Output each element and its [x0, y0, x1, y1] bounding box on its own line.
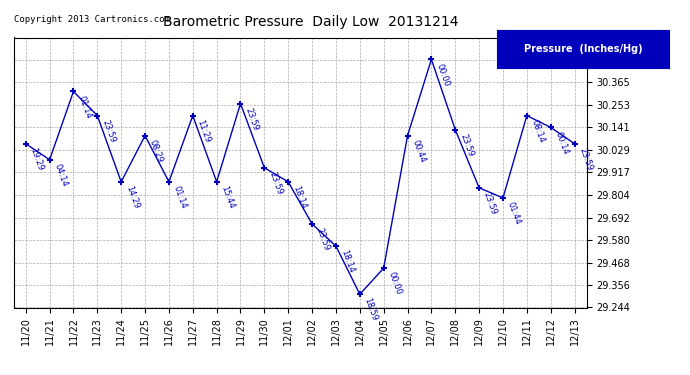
- Text: 11:29: 11:29: [195, 118, 212, 144]
- Text: 23:59: 23:59: [578, 147, 594, 172]
- Text: 23:59: 23:59: [482, 190, 498, 216]
- Text: 19:29: 19:29: [28, 147, 45, 172]
- Text: 14:29: 14:29: [124, 184, 141, 210]
- Text: 00:00: 00:00: [386, 271, 403, 296]
- Text: Pressure  (Inches/Hg): Pressure (Inches/Hg): [524, 44, 642, 54]
- Text: 01:14: 01:14: [76, 94, 93, 120]
- Text: 23:59: 23:59: [458, 132, 475, 158]
- Text: 01:14: 01:14: [172, 184, 188, 210]
- Text: 23:59: 23:59: [100, 118, 117, 144]
- Text: 18:14: 18:14: [291, 184, 308, 210]
- Text: 23:59: 23:59: [267, 171, 284, 196]
- Text: 08:14: 08:14: [530, 118, 546, 144]
- Text: 15:44: 15:44: [219, 184, 236, 210]
- Text: 18:59: 18:59: [362, 297, 380, 322]
- Text: 00:00: 00:00: [434, 62, 451, 87]
- Text: Barometric Pressure  Daily Low  20131214: Barometric Pressure Daily Low 20131214: [163, 15, 458, 29]
- Text: Copyright 2013 Cartronics.com: Copyright 2013 Cartronics.com: [14, 15, 170, 24]
- Text: 08:29: 08:29: [148, 138, 164, 164]
- Text: 18:14: 18:14: [339, 249, 355, 274]
- Text: 00:44: 00:44: [411, 138, 427, 164]
- Text: 04:14: 04:14: [52, 162, 69, 188]
- Text: 01:44: 01:44: [506, 201, 522, 226]
- Text: 23:59: 23:59: [315, 227, 331, 252]
- Text: 00:14: 00:14: [553, 130, 570, 156]
- Text: 23:59: 23:59: [244, 106, 260, 132]
